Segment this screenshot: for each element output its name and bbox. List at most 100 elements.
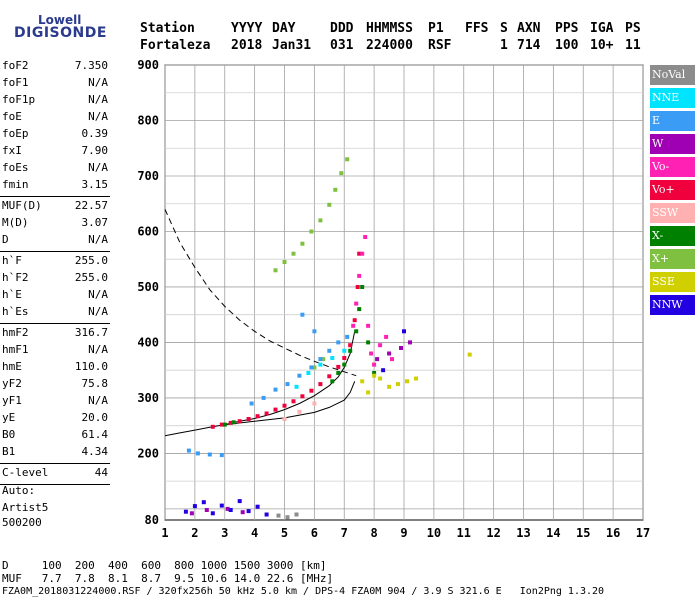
param-separator bbox=[0, 323, 110, 324]
x-tick-label: 4 bbox=[251, 526, 258, 540]
param-row: M(D) 3.07 bbox=[2, 216, 108, 235]
echo-point bbox=[240, 510, 245, 515]
echo-point bbox=[189, 511, 194, 516]
echo-point bbox=[255, 504, 260, 509]
echo-point bbox=[330, 356, 335, 360]
legend-item-sse: SSE bbox=[650, 272, 695, 292]
logo-digisonde: DIGISONDE bbox=[14, 25, 107, 41]
param-name: foE bbox=[2, 110, 22, 123]
echo-point bbox=[372, 371, 377, 375]
echo-point bbox=[249, 401, 254, 406]
echo-point bbox=[255, 414, 260, 419]
param-value: 7.90 bbox=[81, 144, 109, 157]
x-tick-label: 2 bbox=[191, 526, 198, 540]
param-name: hmF1 bbox=[2, 343, 29, 356]
echo-point bbox=[378, 343, 383, 348]
echo-point bbox=[300, 241, 305, 246]
param-value: N/A bbox=[88, 161, 108, 174]
param-name: MUF(D) bbox=[2, 199, 42, 212]
echo-point bbox=[387, 384, 392, 389]
echo-point bbox=[384, 334, 389, 339]
echo-point bbox=[352, 318, 357, 323]
header-label-8: AXN bbox=[517, 21, 541, 36]
echo-point bbox=[363, 235, 368, 239]
y-tick-label: 400 bbox=[137, 335, 159, 349]
legend-item-ssw: SSW bbox=[650, 203, 695, 223]
echo-point bbox=[360, 379, 365, 384]
param-value: 75.8 bbox=[81, 377, 109, 390]
x-tick-label: 17 bbox=[636, 526, 650, 540]
echo-point bbox=[282, 417, 287, 421]
y-tick-label: 600 bbox=[137, 224, 159, 238]
param-value: 0.39 bbox=[81, 127, 109, 140]
header-label-1: YYYY bbox=[231, 21, 263, 36]
echo-point bbox=[237, 499, 242, 504]
param-row: foE N/A bbox=[2, 110, 108, 129]
echo-point bbox=[369, 351, 374, 356]
echo-point bbox=[351, 323, 356, 328]
param-name: C-level bbox=[2, 466, 49, 479]
y-tick-label: 300 bbox=[137, 391, 159, 405]
header-value-8: 714 bbox=[517, 38, 541, 53]
param-name: foF1 bbox=[2, 76, 29, 89]
echo-point bbox=[300, 394, 305, 399]
param-name: hmE bbox=[2, 360, 22, 373]
echo-point bbox=[276, 513, 281, 518]
echo-point bbox=[231, 420, 236, 425]
param-name: hmF2 bbox=[2, 326, 29, 339]
echo-point bbox=[294, 384, 299, 389]
y-tick-label: 500 bbox=[137, 280, 159, 294]
echo-point bbox=[282, 260, 287, 264]
param-value: 44 bbox=[94, 466, 108, 479]
legend-item-x: X- bbox=[650, 226, 695, 246]
param-separator bbox=[0, 251, 110, 252]
echo-point bbox=[387, 351, 392, 356]
echo-point bbox=[219, 422, 224, 427]
trace-curve-1 bbox=[164, 331, 356, 437]
x-tick-label: 3 bbox=[221, 526, 228, 540]
echo-point bbox=[357, 307, 362, 312]
echo-point bbox=[312, 329, 317, 334]
echo-point bbox=[354, 301, 359, 306]
param-row: D N/A bbox=[2, 233, 108, 252]
echo-point bbox=[354, 329, 359, 334]
param-row: yE 20.0 bbox=[2, 411, 108, 430]
echo-point bbox=[291, 399, 296, 404]
echo-point bbox=[345, 157, 350, 162]
x-tick-label: 15 bbox=[576, 526, 590, 540]
x-tick-label: 13 bbox=[516, 526, 530, 540]
echo-point bbox=[408, 340, 412, 345]
param-row: yF1 N/A bbox=[2, 394, 108, 413]
echo-point bbox=[336, 340, 341, 345]
echo-point bbox=[222, 422, 227, 427]
echo-point bbox=[402, 329, 406, 334]
echo-point bbox=[183, 509, 188, 514]
echo-point bbox=[273, 387, 278, 392]
echo-point bbox=[399, 346, 403, 350]
echo-point bbox=[273, 268, 278, 273]
x-tick-label: 6 bbox=[311, 526, 318, 540]
echo-point bbox=[294, 512, 299, 517]
echo-point bbox=[192, 504, 197, 509]
param-row: B1 4.34 bbox=[2, 445, 108, 464]
echo-point bbox=[390, 357, 394, 362]
echo-point bbox=[342, 362, 347, 367]
echo-point bbox=[318, 218, 323, 223]
param-value: 255.0 bbox=[74, 254, 108, 267]
echo-point bbox=[219, 453, 224, 458]
trace-curve-0 bbox=[164, 209, 357, 377]
echo-point bbox=[327, 202, 332, 207]
echo-point bbox=[219, 503, 224, 508]
param-name: yF1 bbox=[2, 394, 22, 407]
echo-point bbox=[318, 362, 323, 367]
echo-point bbox=[348, 348, 353, 353]
echo-point bbox=[467, 352, 472, 357]
echo-point bbox=[342, 356, 347, 360]
echo-point bbox=[342, 348, 347, 353]
echo-point bbox=[339, 171, 344, 176]
header-value-7: 1 bbox=[500, 38, 508, 53]
echo-point bbox=[204, 508, 209, 512]
param-row: h`F2 255.0 bbox=[2, 271, 108, 290]
echo-point bbox=[306, 371, 311, 375]
